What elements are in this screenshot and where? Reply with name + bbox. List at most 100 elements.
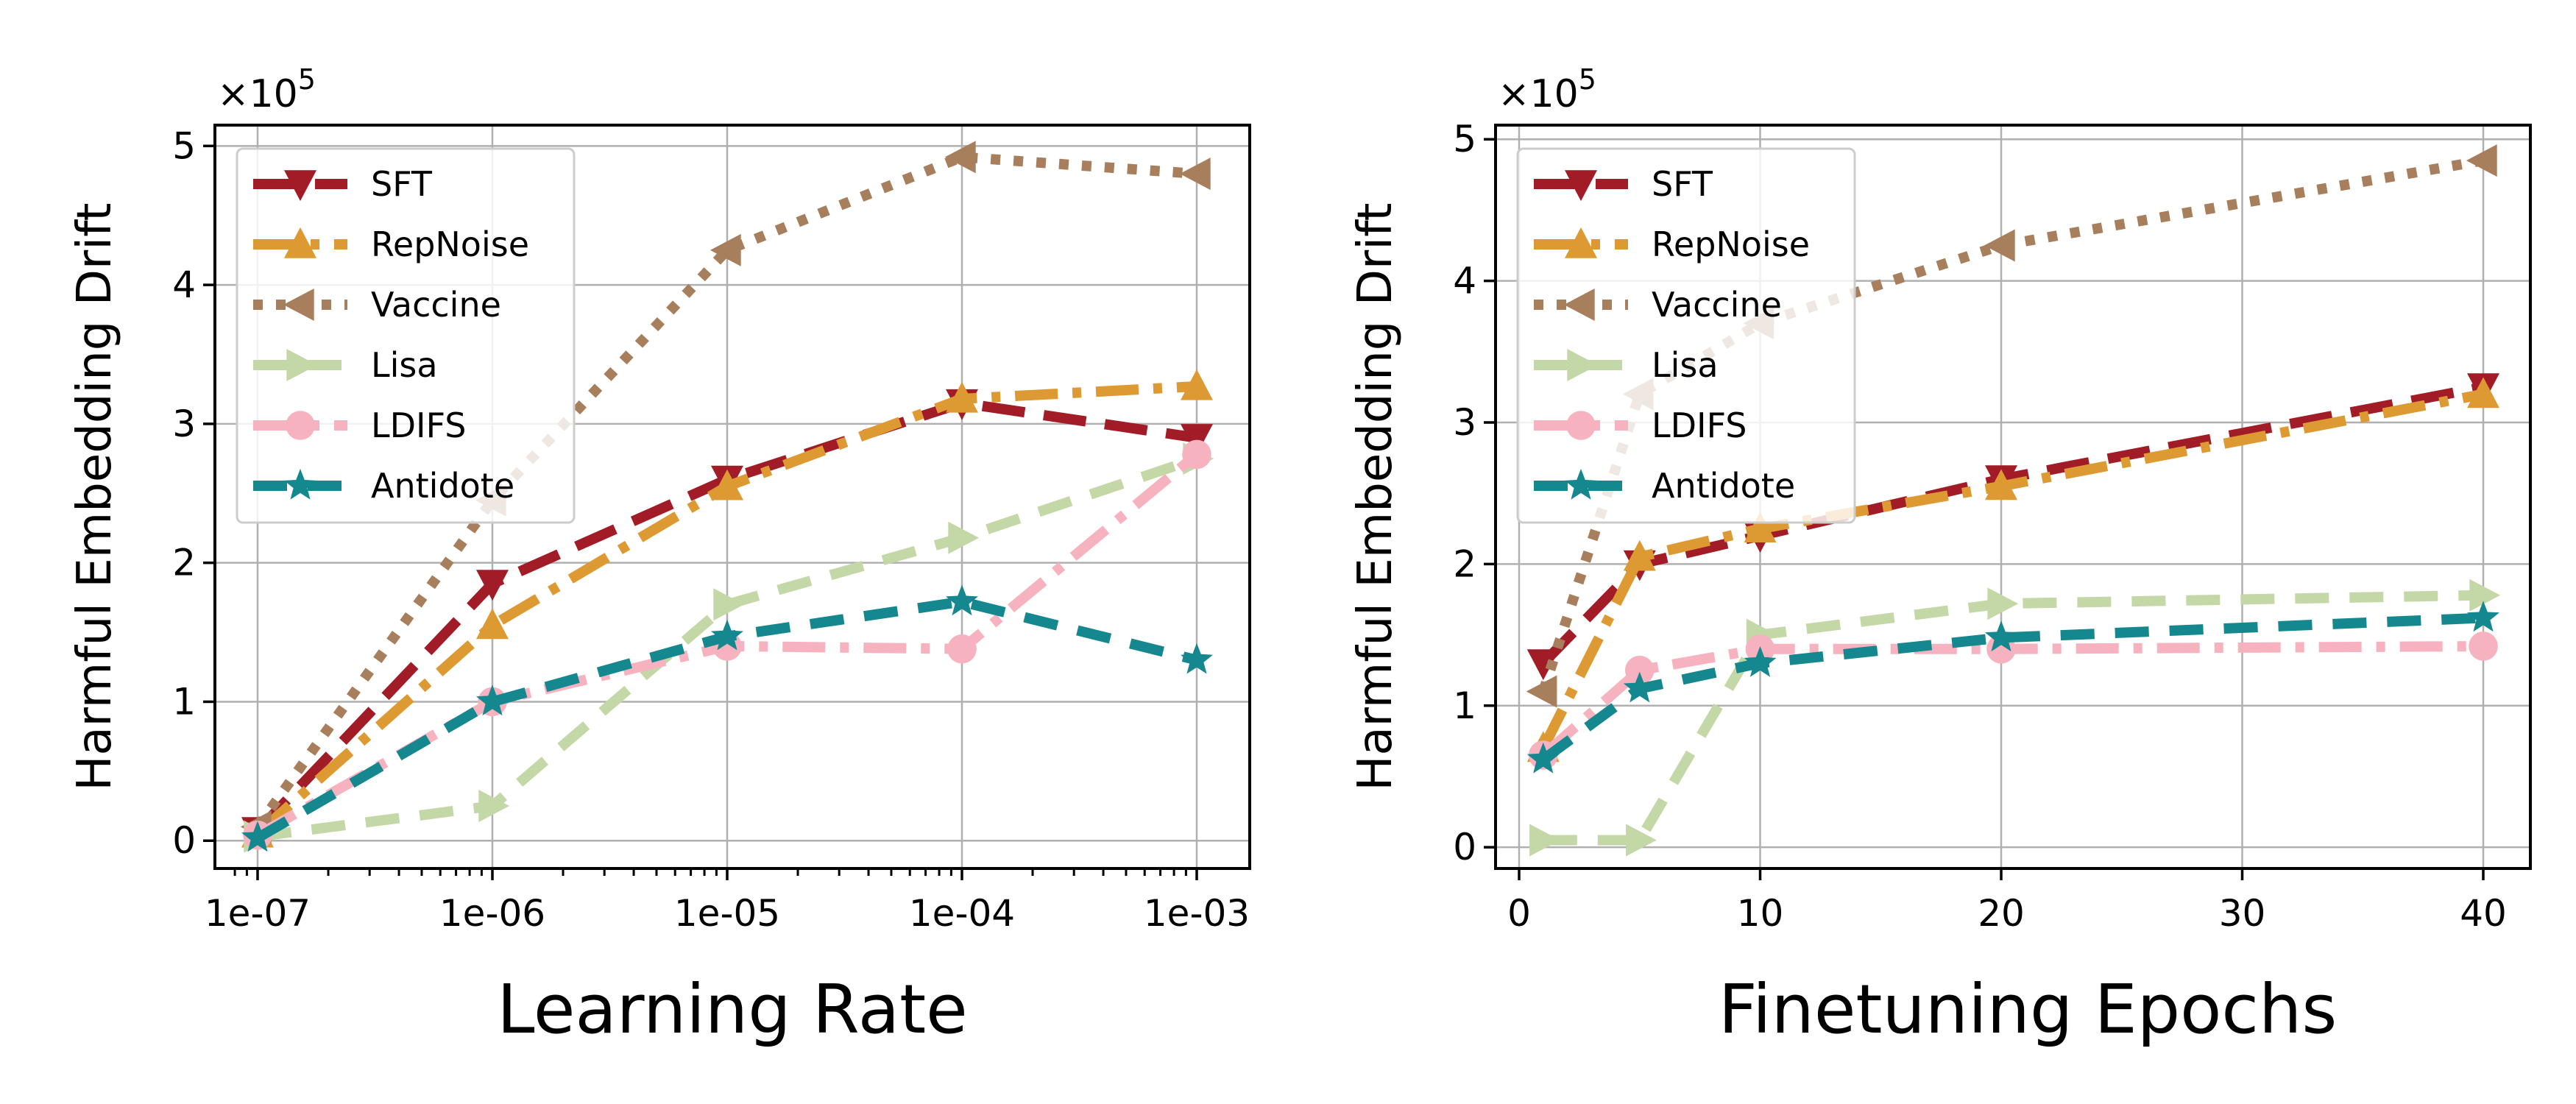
series-layer	[240, 141, 1214, 853]
legend-marker-repnoise	[284, 227, 316, 258]
data-point-antidote	[1623, 671, 1656, 703]
legend-item-sft: SFT	[1534, 164, 1713, 204]
finetuning-epochs-chart: 0 10 20 30 40 0 1 2 3 4 5 ×105 Harmful Embedding …	[1348, 63, 2532, 1049]
data-point-repnoise	[476, 608, 509, 640]
legend-marker-lisa	[286, 349, 318, 381]
y-tick-label: 5	[1453, 118, 1476, 160]
x-tick-label: 1e-04	[909, 892, 1015, 935]
y-tick-label: 4	[1453, 260, 1476, 302]
plot-frame	[213, 124, 1251, 870]
legend-item-antidote: Antidote	[1534, 466, 1795, 506]
legend-marker-lisa	[1567, 349, 1599, 381]
y-axis-multiplier: ×105	[217, 63, 316, 116]
x-axis-label: Finetuning Epochs	[1719, 970, 2338, 1049]
legend-label-repnoise: RepNoise	[371, 224, 529, 264]
legend-item-lisa: Lisa	[1534, 345, 1719, 385]
x-tick-label: 10	[1737, 892, 1784, 935]
legend-item-vaccine: Vaccine	[1534, 285, 1782, 325]
legend-label-lisa: Lisa	[371, 345, 438, 385]
y-tick-label: 0	[172, 819, 196, 862]
legend-marker-ldifs	[1566, 411, 1596, 440]
legend-marker-sft	[1565, 170, 1597, 202]
data-point-repnoise	[1985, 469, 2017, 500]
data-point-repnoise	[946, 381, 978, 413]
legend-marker-antidote	[1565, 468, 1597, 500]
series-repnoise	[241, 369, 1213, 848]
x-axis-label: Learning Rate	[497, 970, 968, 1049]
data-point-antidote	[1526, 742, 1560, 774]
legend-box	[236, 147, 576, 524]
y-axis-label: Harmful Embedding Drift	[68, 202, 122, 790]
y-ticks: 0 1 2 3 4 5	[1453, 118, 1496, 868]
y-tick-label: 3	[172, 403, 196, 445]
x-tick-label: 30	[2219, 892, 2266, 935]
data-point-repnoise	[711, 469, 743, 500]
data-point-vaccine	[1526, 675, 1557, 708]
x-ticks: 1e-07 1e-06 1e-05 1e-04 1e-03	[205, 868, 1250, 935]
y-tick-label: 1	[1453, 684, 1476, 727]
legend-item-sft: SFT	[253, 164, 433, 204]
series-antidote	[241, 584, 1213, 852]
data-point-antidote	[476, 684, 509, 716]
x-tick-label: 40	[2460, 892, 2507, 935]
data-point-vaccine	[710, 233, 741, 266]
legend-label-sft: SFT	[371, 164, 433, 204]
y-tick-label: 0	[1453, 826, 1476, 868]
y-tick-label: 2	[1453, 542, 1476, 585]
legend-marker-antidote	[284, 468, 316, 500]
legend-item-antidote: Antidote	[253, 466, 514, 506]
x-ticks: 0 10 20 30 40	[1507, 868, 2507, 935]
data-point-lisa	[1987, 587, 2019, 620]
y-tick-label: 3	[1453, 401, 1476, 444]
data-point-lisa	[948, 521, 980, 554]
x-tick-label: 0	[1507, 892, 1531, 935]
plot-frame	[1494, 124, 2532, 870]
data-point-sft	[1181, 424, 1213, 455]
legend-label-sft: SFT	[1652, 164, 1713, 204]
x-tick-label: 1e-05	[674, 892, 780, 935]
data-point-antidote	[946, 584, 978, 616]
legend-label-ldifs: LDIFS	[371, 406, 466, 445]
data-point-antidote	[1744, 645, 1777, 677]
y-axis-multiplier: ×105	[1498, 63, 1596, 116]
data-point-repnoise	[1623, 539, 1656, 571]
data-point-antidote	[1985, 620, 2017, 652]
legend-label-lisa: Lisa	[1652, 345, 1719, 385]
legend-item-lisa: Lisa	[253, 345, 438, 385]
data-point-ldifs	[947, 634, 977, 664]
data-point-vaccine	[944, 141, 976, 174]
legend-label-antidote: Antidote	[371, 466, 514, 506]
data-point-vaccine	[1179, 158, 1211, 191]
data-point-lisa	[2469, 578, 2501, 612]
series-line-vaccine	[253, 152, 1197, 830]
legend-item-ldifs: LDIFS	[253, 406, 466, 445]
y-ticks: 0 1 2 3 4 5	[172, 124, 215, 862]
data-point-repnoise	[2467, 377, 2499, 408]
x-tick-label: 1e-06	[439, 892, 545, 935]
x-tick-label: 1e-07	[205, 892, 311, 935]
y-tick-label: 1	[172, 680, 196, 723]
y-axis-label: Harmful Embedding Drift	[1348, 202, 1403, 790]
legend-item-vaccine: Vaccine	[253, 285, 501, 325]
y-tick-label: 2	[172, 542, 196, 584]
legend-label-ldifs: LDIFS	[1652, 406, 1747, 445]
learning-rate-chart: 1e-07 1e-06 1e-05 1e-04 1e-03 0 1 2 3 4 5 ×105 Ha…	[68, 63, 1251, 1049]
data-point-ldifs	[1182, 439, 1211, 470]
data-point-repnoise	[1744, 512, 1777, 542]
y-tick-label: 5	[172, 124, 196, 167]
data-point-antidote	[711, 619, 743, 651]
x-tick-label: 20	[1978, 892, 2025, 935]
x-tick-label: 1e-03	[1144, 892, 1250, 935]
data-point-ldifs	[2469, 631, 2498, 661]
legend-label-antidote: Antidote	[1652, 466, 1795, 506]
data-point-sft	[1526, 649, 1560, 681]
legend-label-repnoise: RepNoise	[1652, 224, 1810, 264]
legend-marker-repnoise	[1565, 227, 1597, 258]
legend-item-ldifs: LDIFS	[1534, 406, 1747, 445]
y-tick-label: 4	[172, 263, 196, 306]
legend-label-vaccine: Vaccine	[1652, 285, 1782, 325]
legend: SFT RepNoise Vaccine Lisa LDIFS Antidote	[1516, 147, 1856, 524]
data-point-lisa	[1529, 824, 1560, 857]
legend-marker-vaccine	[283, 289, 314, 321]
